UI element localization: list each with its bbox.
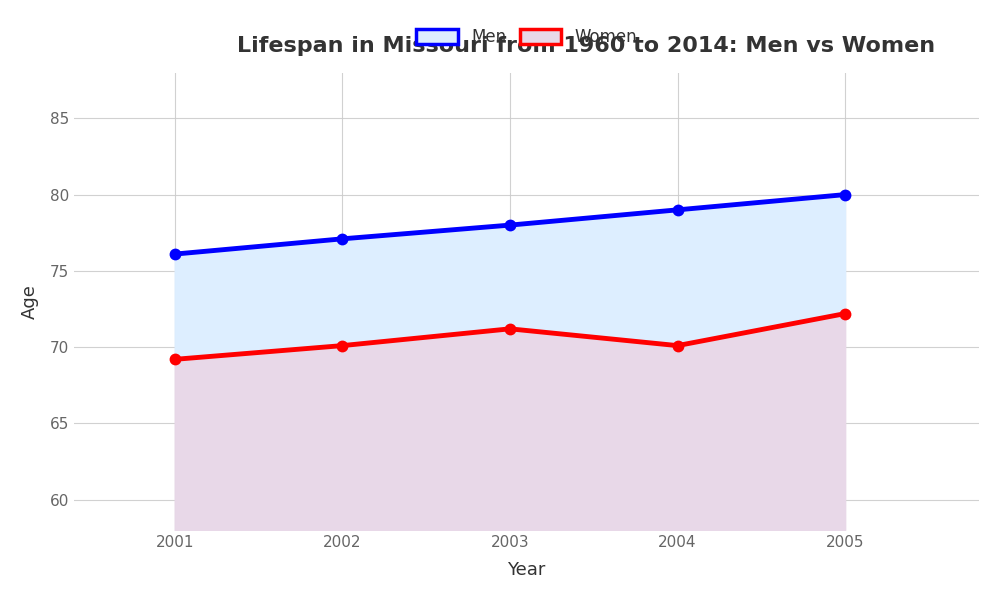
Text: Lifespan in Missouri from 1960 to 2014: Men vs Women: Lifespan in Missouri from 1960 to 2014: … <box>237 36 935 56</box>
X-axis label: Year: Year <box>507 561 546 579</box>
Y-axis label: Age: Age <box>21 284 39 319</box>
Legend: Men, Women: Men, Women <box>409 22 644 53</box>
